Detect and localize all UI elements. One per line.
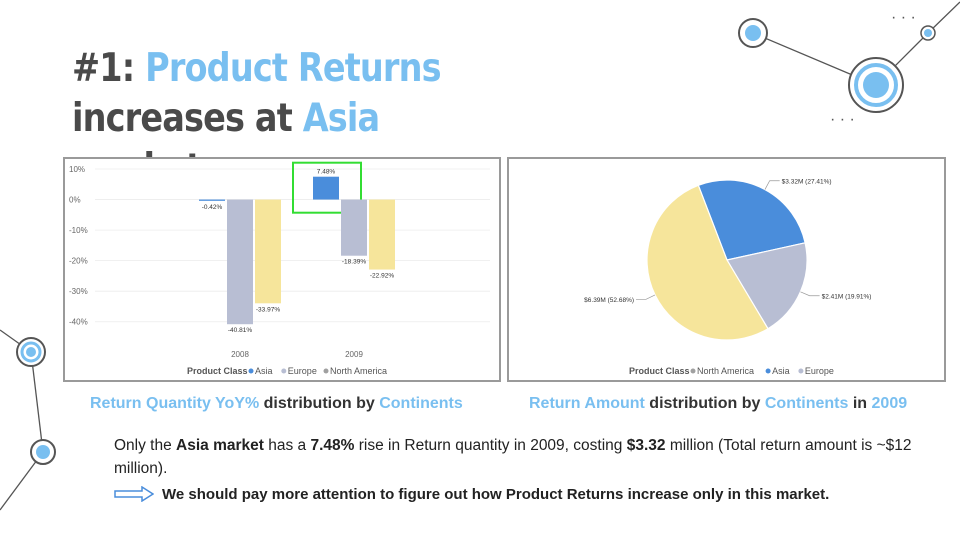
body-t3: rise in Return quantity in 2009, costing bbox=[358, 437, 623, 454]
pie-legend: Product Class North America Asia Europe bbox=[629, 366, 834, 376]
decor-top-right: · · · · · · bbox=[738, 1, 960, 128]
x-tick-label: 2009 bbox=[345, 350, 363, 359]
caption-left-t1: distribution by bbox=[263, 395, 375, 412]
data-label: -22.92% bbox=[370, 273, 394, 280]
title-mid: increases at bbox=[72, 96, 293, 141]
arrow-right-icon bbox=[114, 486, 154, 502]
action-text: We should pay more attention to figure o… bbox=[162, 485, 830, 503]
pie-label-north-america: $6.39M (52.68%) bbox=[584, 297, 634, 304]
caption-right-t1: distribution by bbox=[649, 395, 761, 412]
body-t4: million (Total return amount is ~$12 mil… bbox=[114, 437, 912, 477]
pie-chart: $3.32M (27.41%) $2.41M (19.91%) $6.39M (52… bbox=[584, 178, 872, 376]
pie-slice-asia bbox=[697, 179, 806, 261]
body-b1: Asia market bbox=[176, 437, 264, 454]
highlight-box bbox=[292, 161, 362, 214]
svg-text:· · ·: · · · bbox=[891, 9, 916, 26]
legend-marker-asia bbox=[765, 368, 771, 374]
caption-right-b3: 2009 bbox=[871, 395, 908, 412]
pie-label-europe: $2.41M (19.91%) bbox=[822, 293, 872, 300]
bar-asia-2009 bbox=[313, 176, 339, 200]
caption-right-b1: Return Amount bbox=[529, 395, 645, 412]
data-label: -33.97% bbox=[256, 306, 280, 313]
title-highlight-asia: Asia bbox=[302, 96, 380, 141]
legend-item-asia: Asia bbox=[255, 366, 273, 376]
leader-line bbox=[764, 180, 780, 190]
bar-legend: Product Class Asia Europe North America bbox=[187, 366, 387, 376]
bar-chart: 10% 0% -10% -20% -30% -40% -0.42% 7.48% -40.81% -… bbox=[69, 161, 490, 376]
decor-left bbox=[0, 329, 56, 511]
bar-asia-2008 bbox=[199, 199, 225, 201]
title-prefix: #1: bbox=[72, 46, 135, 91]
caption-left: Return Quantity YoY% distribution by Con… bbox=[90, 395, 463, 413]
pie-label-asia: $3.32M (27.41%) bbox=[782, 178, 832, 185]
y-tick-label: -40% bbox=[69, 318, 88, 327]
body-paragraph: Only the Asia market has a 7.48% rise in… bbox=[114, 434, 914, 480]
y-tick-label: 10% bbox=[69, 165, 85, 174]
x-tick-label: 2008 bbox=[231, 350, 249, 359]
caption-right-t2: in bbox=[852, 395, 868, 412]
bar-north-america-2009 bbox=[369, 199, 395, 270]
legend-marker-europe bbox=[281, 368, 287, 374]
body-t2: has a bbox=[268, 437, 307, 454]
y-tick-label: 0% bbox=[69, 196, 81, 205]
legend-marker-europe bbox=[798, 368, 804, 374]
caption-left-b1: Return Quantity YoY% bbox=[90, 395, 260, 412]
legend-item-europe: Europe bbox=[805, 366, 834, 376]
data-label: -0.42% bbox=[202, 204, 223, 211]
y-tick-label: -30% bbox=[69, 287, 88, 296]
bar-europe-2008 bbox=[227, 199, 253, 325]
svg-text:· · ·: · · · bbox=[830, 111, 855, 128]
legend-item-north-america: North America bbox=[330, 366, 387, 376]
legend-item-europe: Europe bbox=[288, 366, 317, 376]
legend-marker-north-america bbox=[323, 368, 329, 374]
body-b3: $3.32 bbox=[626, 437, 666, 454]
bar-europe-2009 bbox=[341, 199, 367, 256]
legend-marker-north-america bbox=[690, 368, 696, 374]
body-t1: Only the bbox=[114, 437, 172, 454]
legend-marker-asia bbox=[248, 368, 254, 374]
y-tick-label: -10% bbox=[69, 226, 88, 235]
legend-title: Product Class bbox=[187, 366, 248, 376]
bar-chart-panel: 10% 0% -10% -20% -30% -40% -0.42% 7.48% -40.81% -… bbox=[63, 157, 501, 382]
leader-line bbox=[800, 291, 820, 297]
caption-right: Return Amount distribution by Continents… bbox=[529, 395, 907, 413]
data-label: -18.39% bbox=[342, 259, 366, 266]
legend-item-north-america: North America bbox=[697, 366, 754, 376]
legend-title: Product Class bbox=[629, 366, 690, 376]
data-label: -40.81% bbox=[228, 327, 252, 334]
title-highlight-product-returns: Product Returns bbox=[145, 46, 441, 91]
caption-left-b2: Continents bbox=[379, 395, 463, 412]
pie-chart-panel: $3.32M (27.41%) $2.41M (19.91%) $6.39M (52… bbox=[507, 157, 946, 382]
data-label: 7.48% bbox=[317, 169, 336, 176]
caption-right-b2: Continents bbox=[764, 395, 849, 412]
action-line: We should pay more attention to figure o… bbox=[114, 483, 829, 505]
slide-title: #1: Product Returns increases at Asia ma… bbox=[72, 44, 622, 194]
leader-line bbox=[636, 294, 656, 300]
legend-item-asia: Asia bbox=[772, 366, 790, 376]
body-b2: 7.48% bbox=[310, 437, 355, 454]
bar-north-america-2008 bbox=[255, 199, 281, 304]
y-tick-label: -20% bbox=[69, 257, 88, 266]
pie-slice-europe bbox=[726, 242, 808, 330]
